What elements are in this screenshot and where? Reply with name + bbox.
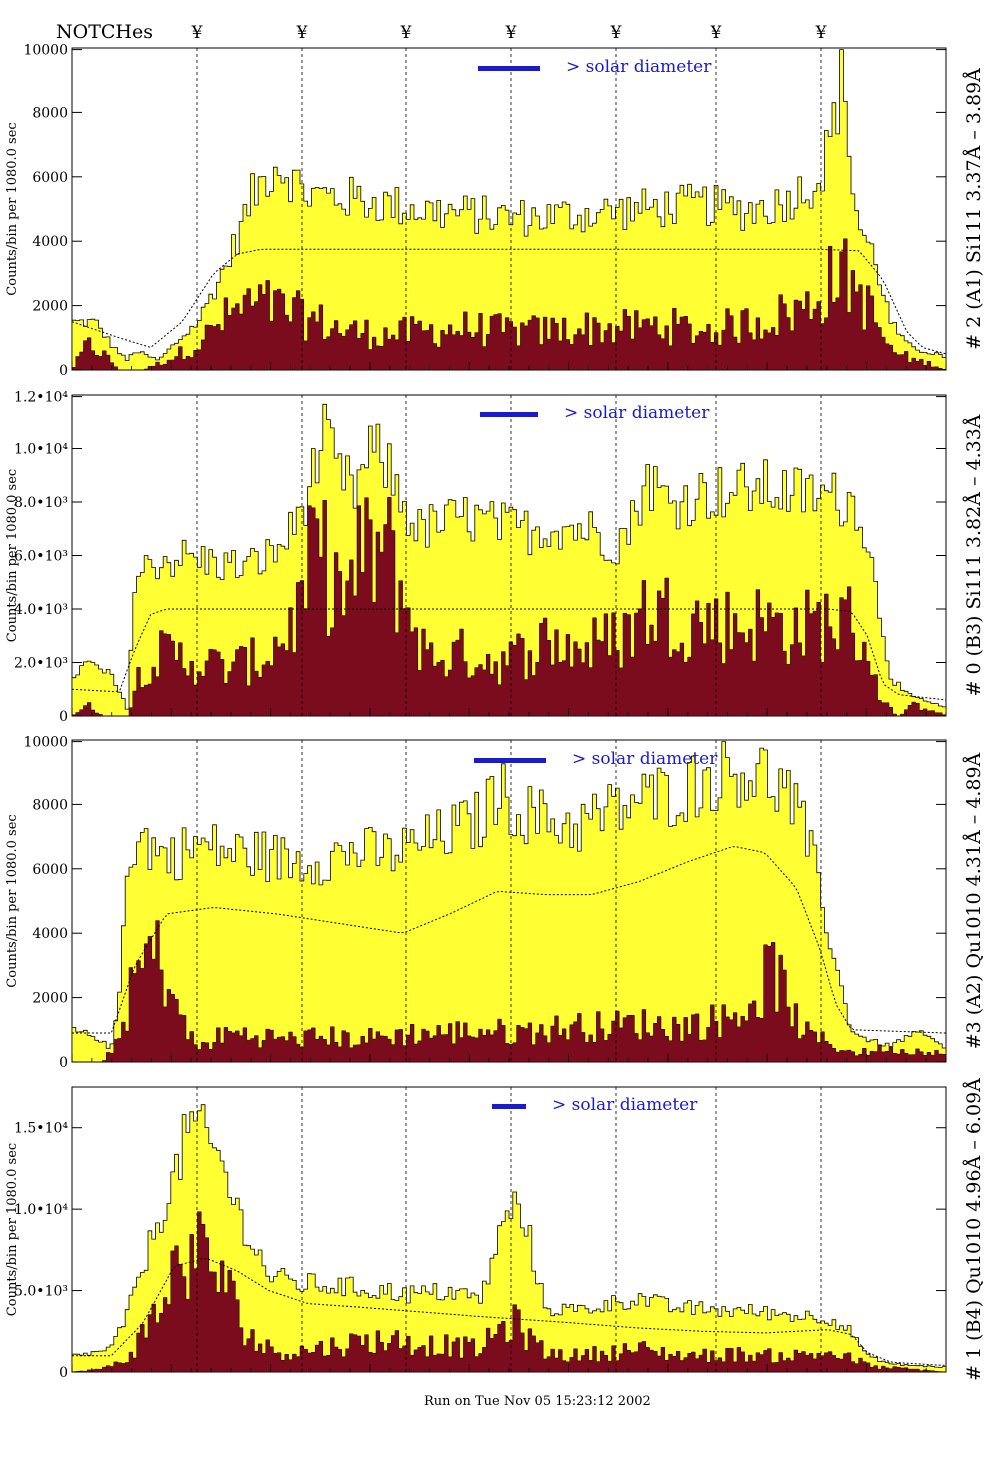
legend-bar <box>474 758 546 763</box>
notch-markers: ¥ ¥ ¥ ¥ ¥ ¥ ¥ <box>191 23 827 43</box>
series-background-histogram <box>72 920 947 1063</box>
legend-bar <box>478 66 540 71</box>
legend-bar <box>480 412 538 417</box>
chart-panel-1: 0 2.0•10³ 4.0•10³ 6.0•10³ 8.0•10³ 1.0•10⁴ 1.2•… <box>5 390 985 725</box>
notch-marker-icon: ¥ <box>296 23 308 43</box>
y-tick-label: 6000 <box>32 862 68 878</box>
y-tick-label: 0 <box>59 1055 68 1071</box>
legend-label: > solar diameter <box>572 749 718 769</box>
panels: 0 2000 4000 6000 8000 10000 Counts/bin per 108… <box>5 43 985 1381</box>
chart-panel-0: 0 2000 4000 6000 8000 10000 Counts/bin per 108… <box>5 43 985 379</box>
series-background-histogram <box>71 1211 947 1373</box>
y-tick-label: 0 <box>59 1365 68 1381</box>
panel-title: # 1 (B4) Qu1010 4.96Å – 6.09Å <box>963 1078 985 1381</box>
y-tick-label: 6000 <box>32 170 68 186</box>
y-tick-label: 2000 <box>32 299 68 315</box>
series-total-histogram <box>71 1104 947 1373</box>
y-tick-label: 1.0•10⁴ <box>14 442 68 458</box>
series-total-histogram <box>71 49 947 371</box>
y-tick-label: 8.0•10³ <box>14 495 68 511</box>
notch-marker-icon: ¥ <box>815 23 827 43</box>
notch-marker-icon: ¥ <box>505 23 517 43</box>
y-tick-label: 0 <box>59 363 68 379</box>
notch-marker-icon: ¥ <box>710 23 722 43</box>
y-tick-label: 5.0•10³ <box>14 1284 68 1300</box>
series-model-curve <box>71 608 947 701</box>
series-background-histogram <box>71 497 947 717</box>
y-axis-label: Counts/bin per 1080.0 sec <box>5 122 20 295</box>
notch-marker-icon: ¥ <box>191 23 203 43</box>
chart-panel-3: 0 5.0•10³ 1.0•10⁴ 1.5•10⁴ Counts/bin per 108… <box>5 1078 985 1381</box>
y-tick-label: 8000 <box>32 797 68 813</box>
y-axis-label: Counts/bin per 1080.0 sec <box>5 1143 20 1316</box>
series-total-histogram <box>71 741 947 1063</box>
y-tick-label: 4000 <box>32 926 68 942</box>
notch-marker-icon: ¥ <box>610 23 622 43</box>
legend-label: > solar diameter <box>566 57 712 77</box>
y-tick-label: 8000 <box>32 105 68 121</box>
y-tick-label: 0 <box>59 709 68 725</box>
y-tick-label: 2.0•10³ <box>14 656 68 672</box>
y-tick-label: 2000 <box>32 991 68 1007</box>
panel-title: #3 (A2) Qu1010 4.31Å – 4.89Å <box>963 752 985 1049</box>
y-tick-label: 1.2•10⁴ <box>14 390 68 406</box>
y-tick-label: 4000 <box>32 234 68 250</box>
footer-run-timestamp: Run on Tue Nov 05 15:23:12 2002 <box>424 1394 651 1409</box>
panel-title: # 0 (B3) Si111 3.82Å – 4.33Å <box>963 414 985 696</box>
panel-title: # 2 (A1) Si111 3.37Å – 3.89Å <box>963 68 985 350</box>
chart-panel-2: 0 2000 4000 6000 8000 10000 Counts/bin per 108… <box>5 735 985 1071</box>
y-axis-label: Counts/bin per 1080.0 sec <box>5 469 20 642</box>
series-background-histogram <box>71 238 947 371</box>
notch-marker-icon: ¥ <box>400 23 412 43</box>
legend-bar <box>492 1104 526 1109</box>
y-tick-label: 1.0•10⁴ <box>14 1202 68 1218</box>
notches-label: NOTCHes <box>56 21 153 43</box>
y-axis-label: Counts/bin per 1080.0 sec <box>5 814 20 987</box>
y-tick-label: 6.0•10³ <box>14 549 68 565</box>
y-tick-label: 4.0•10³ <box>14 602 68 618</box>
y-tick-label: 1.5•10⁴ <box>14 1121 68 1137</box>
y-tick-label: 10000 <box>23 43 68 59</box>
series-model-curve <box>72 846 947 1034</box>
y-tick-label: 10000 <box>23 735 68 751</box>
legend-label: > solar diameter <box>564 403 710 423</box>
legend-label: > solar diameter <box>552 1095 698 1115</box>
